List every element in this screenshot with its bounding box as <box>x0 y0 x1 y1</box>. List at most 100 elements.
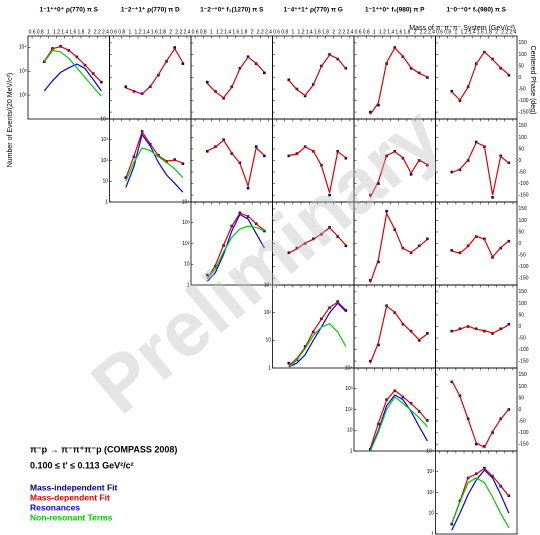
y-tick-label: 10 <box>102 179 108 185</box>
y-tick-label: 1 <box>431 531 434 535</box>
x-tick-label: 2.4 <box>509 29 516 35</box>
x-tick-label: 2.2 <box>257 29 264 35</box>
y2-tick-label: -50 <box>519 335 526 341</box>
y2-tick-label: 0 <box>519 407 522 413</box>
x-tick-label: 0.8 <box>444 29 451 35</box>
data-point <box>385 209 388 213</box>
series-line <box>206 212 265 280</box>
x-tick-label: 1.2 <box>379 29 386 35</box>
series-line <box>451 141 510 196</box>
series-line <box>206 56 265 99</box>
x-tick-label: 1.6 <box>232 29 239 35</box>
x-tick-label: 1.4 <box>143 29 150 35</box>
y2-tick-label: -150 <box>519 109 529 115</box>
x-axis-label: Mass of π⁻π⁺π⁻ System (GeV/c²) <box>409 25 515 32</box>
series-line <box>125 147 184 182</box>
y2-tick-label: 50 <box>519 312 525 318</box>
x-tick-label: 1.4 <box>306 29 313 35</box>
data-point <box>206 149 209 153</box>
x-tick-label: 2.2 <box>338 29 345 35</box>
y-tick-label: 10⁴ <box>182 199 190 205</box>
x-tick-label: 2.4 <box>428 29 435 35</box>
y-tick-label: 10³ <box>101 137 109 143</box>
data-point <box>377 260 380 264</box>
data-point <box>369 359 372 363</box>
x-tick-label: 2 <box>332 29 335 35</box>
x-tick-label: 2.4 <box>102 29 109 35</box>
y2-tick-label: -50 <box>519 252 526 258</box>
data-point <box>377 182 380 185</box>
y-axis-label: Number of Events/(20 MeV/c²) <box>7 73 14 168</box>
x-tick-label: 2 <box>169 29 172 35</box>
data-point <box>426 332 429 335</box>
series-line <box>288 54 347 97</box>
data-point <box>377 343 380 347</box>
x-tick-label: 1.6 <box>477 29 484 35</box>
x-tick-label: 2 <box>414 29 417 35</box>
series-line <box>451 324 510 334</box>
data-point <box>181 62 185 65</box>
data-point <box>344 244 348 248</box>
panel-frame <box>190 118 273 203</box>
x-tick-label: 1.6 <box>314 29 321 35</box>
y2-tick-label: 50 <box>519 395 525 401</box>
data-point <box>426 76 429 79</box>
legend-entry: Mass-dependent Fit <box>30 492 110 502</box>
series-line <box>369 151 428 198</box>
x-tick-label: 1 <box>210 29 213 35</box>
y2-tick-label: 50 <box>519 146 525 152</box>
data-point <box>507 73 511 77</box>
y2-tick-label: 50 <box>519 229 525 235</box>
y2-tick-label: 0 <box>519 324 522 330</box>
data-point <box>206 80 209 84</box>
x-tick-label: 1.6 <box>395 29 402 35</box>
data-point <box>450 249 454 252</box>
y2-tick-label: 50 <box>519 63 525 69</box>
series-line <box>43 63 102 92</box>
y-tick-label: 10² <box>101 158 109 164</box>
y-tick-label: 10² <box>345 407 353 413</box>
y2-axis-label: Centered Phase (deg) <box>529 46 536 115</box>
x-tick-label: 1.4 <box>61 29 68 35</box>
x-tick-label: 0.8 <box>118 29 125 35</box>
x-tick-label: 1.2 <box>298 29 305 35</box>
y2-tick-label: -150 <box>519 441 529 447</box>
y2-tick-label: 100 <box>519 384 528 390</box>
series-line <box>288 302 347 368</box>
x-tick-label: 1 <box>373 29 376 35</box>
x-tick-label: 1 <box>47 29 50 35</box>
x-tick-label: 2 <box>251 29 254 35</box>
y2-tick-label: -100 <box>519 264 529 270</box>
y2-tick-label: 150 <box>519 289 528 295</box>
x-tick-label: 1.8 <box>322 29 329 35</box>
y2-tick-label: -50 <box>519 169 526 175</box>
y2-tick-label: 150 <box>519 206 528 212</box>
y-tick-label: 10 <box>428 511 434 517</box>
t-range: 0.100 ≤ t' ≤ 0.113 GeV²/c² <box>30 460 134 470</box>
series-line <box>451 50 510 102</box>
y-tick-label: 10⁴ <box>426 448 434 454</box>
x-tick-label: 1.8 <box>403 29 410 35</box>
x-tick-label: 1.4 <box>387 29 394 35</box>
series-line <box>125 47 184 95</box>
y-tick-label: 10³ <box>427 469 435 475</box>
x-tick-label: 1.2 <box>53 29 60 35</box>
series-line <box>206 225 265 280</box>
series-line <box>451 477 510 529</box>
x-tick-label: 0.8 <box>200 29 207 35</box>
column-header: 1⁻1⁺⁺0⁺ ρ(770) π S <box>40 7 99 14</box>
column-header: 1⁻2⁻⁺0⁺ f₂(1270) π S <box>200 7 264 14</box>
series-line <box>206 213 265 282</box>
y-tick-label: 10² <box>182 241 190 247</box>
x-tick-label: 0.8 <box>37 29 44 35</box>
data-point <box>124 85 128 89</box>
column-header: 1⁻4⁺⁺1⁺ ρ(770) π G <box>284 7 343 14</box>
y2-tick-label: -100 <box>519 347 529 353</box>
panel-frame <box>109 118 192 203</box>
y2-tick-label: -100 <box>519 98 529 104</box>
data-point <box>287 78 291 82</box>
series-line <box>288 227 347 254</box>
x-tick-label: 0.6 <box>436 29 443 35</box>
y-tick-label: 10⁴ <box>19 45 27 51</box>
data-point <box>173 46 176 49</box>
